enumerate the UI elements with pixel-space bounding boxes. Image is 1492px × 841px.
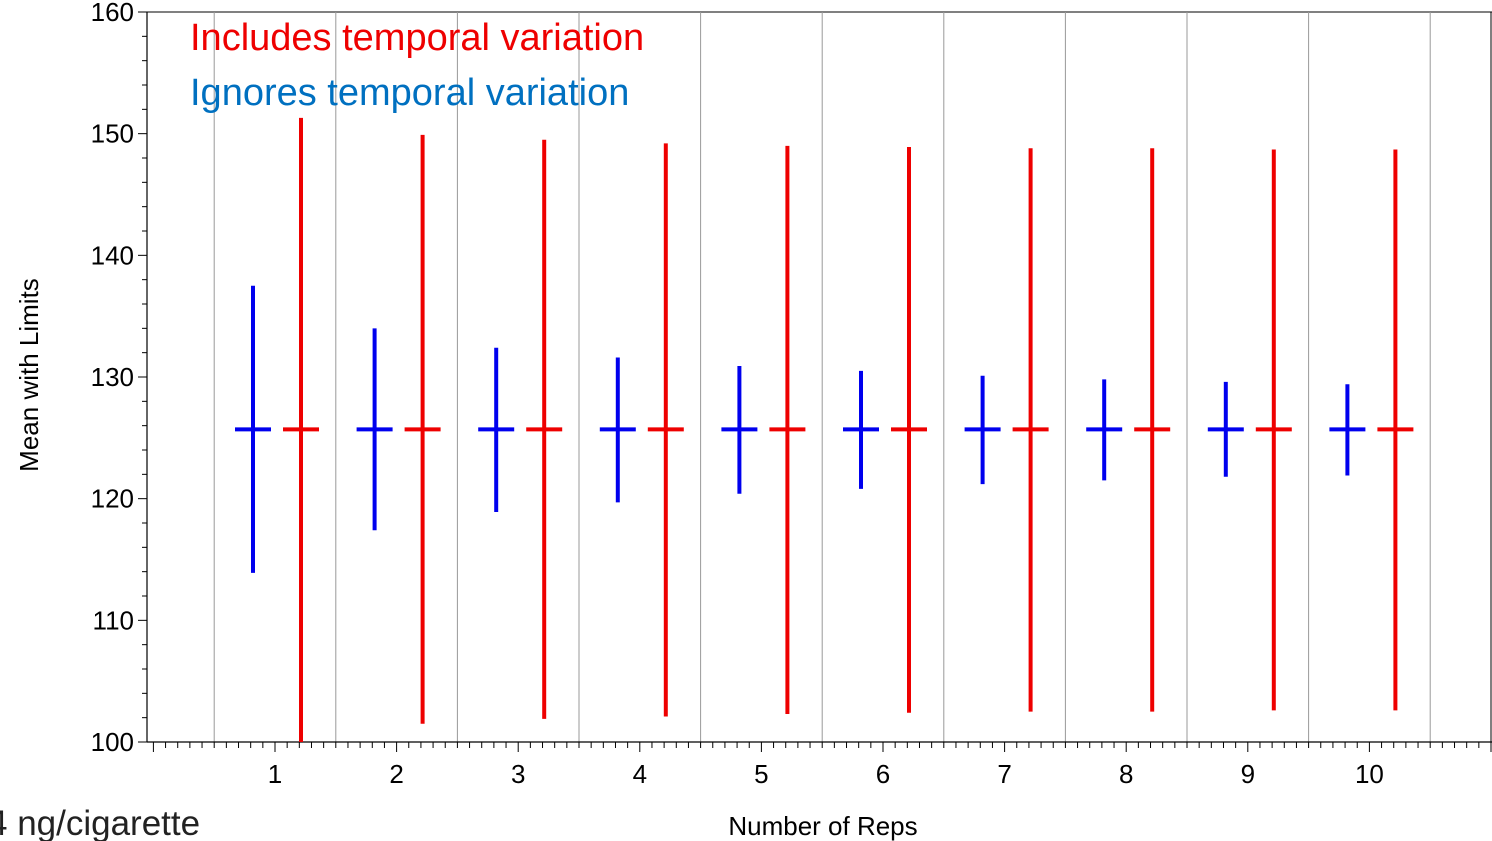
plot-frame [146,11,1492,742]
legend-entry-ignores: Ignores temporal variation [190,72,629,114]
y-tick-label: 130 [91,362,134,392]
x-tick-label: 9 [1241,759,1255,789]
x-tick-label: 3 [511,759,525,789]
x-tick-label: 8 [1119,759,1133,789]
x-tick-label: 1 [268,759,282,789]
x-tick-label: 2 [389,759,403,789]
y-tick-label: 150 [91,119,134,149]
y-tick-label: 140 [91,240,134,270]
y-axis: 100 110 120 130 140 150 160 [91,0,147,757]
y-tick-label: 100 [91,727,134,757]
x-axis: 1 2 3 4 5 6 7 8 9 10 [147,741,1492,789]
x-tick-label: 5 [754,759,768,789]
y-axis-title: Mean with Limits [14,278,44,472]
category-separators [213,12,1431,742]
footnote: 4 ng/cigarette [0,804,200,841]
legend-entry-includes: Includes temporal variation [190,17,644,59]
x-tick-label: 6 [876,759,890,789]
x-tick-label: 4 [633,759,647,789]
legend: Includes temporal variation Ignores temp… [190,17,644,114]
y-tick-label: 110 [93,605,134,635]
y-tick-label: 120 [91,484,134,514]
x-tick-label: 10 [1355,759,1384,789]
error-bar-marks [235,117,1414,742]
x-axis-title: Number of Reps [728,811,917,841]
y-tick-label: 160 [91,0,134,27]
x-tick-label: 7 [997,759,1011,789]
